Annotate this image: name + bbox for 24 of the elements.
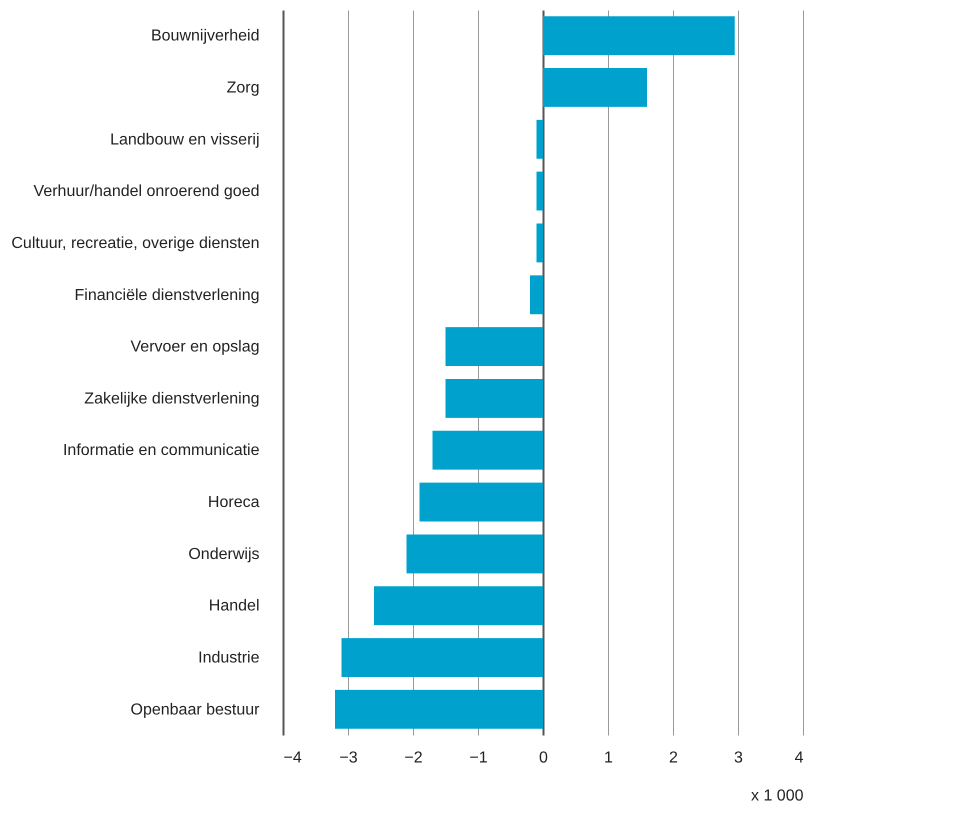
y-tick-label: Vervoer en opslag — [130, 338, 260, 356]
x-tick-label: 3 — [734, 750, 744, 766]
x-tick-label: 4 — [794, 750, 804, 766]
y-tick-label: Openbaar bestuur — [130, 701, 260, 718]
x-tick-label: −4 — [284, 750, 302, 766]
y-tick-label: Financiële dienstverlening — [74, 286, 260, 304]
y-tick-label: Landbouw en visserij — [110, 131, 260, 148]
y-tick-label: Horeca — [208, 494, 260, 512]
y-tick-label: Handel — [208, 598, 260, 615]
x-tick-label: −2 — [404, 750, 423, 766]
x-tick-label: −3 — [339, 750, 358, 766]
y-tick-label: Zorg — [226, 79, 260, 96]
x-tick-label: 0 — [539, 750, 548, 766]
y-tick-label: Industrie — [198, 650, 260, 667]
y-tick-label: Cultuur, recreatie, overige diensten — [11, 234, 260, 252]
x-axis-title: x 1 000 — [751, 788, 804, 804]
y-tick-label: Bouwnijverheid — [150, 28, 260, 45]
x-tick-label: −1 — [469, 750, 488, 766]
y-tick-label: Zakelijke dienstverlening — [84, 390, 260, 408]
x-tick-label: 1 — [604, 750, 614, 766]
y-tick-label: Onderwijs — [188, 546, 260, 563]
y-tick-label: Informatie en communicatie — [62, 442, 260, 460]
y-tick-label: Verhuur/handel onroerend goed — [34, 183, 260, 200]
x-tick-label: 2 — [669, 750, 678, 766]
